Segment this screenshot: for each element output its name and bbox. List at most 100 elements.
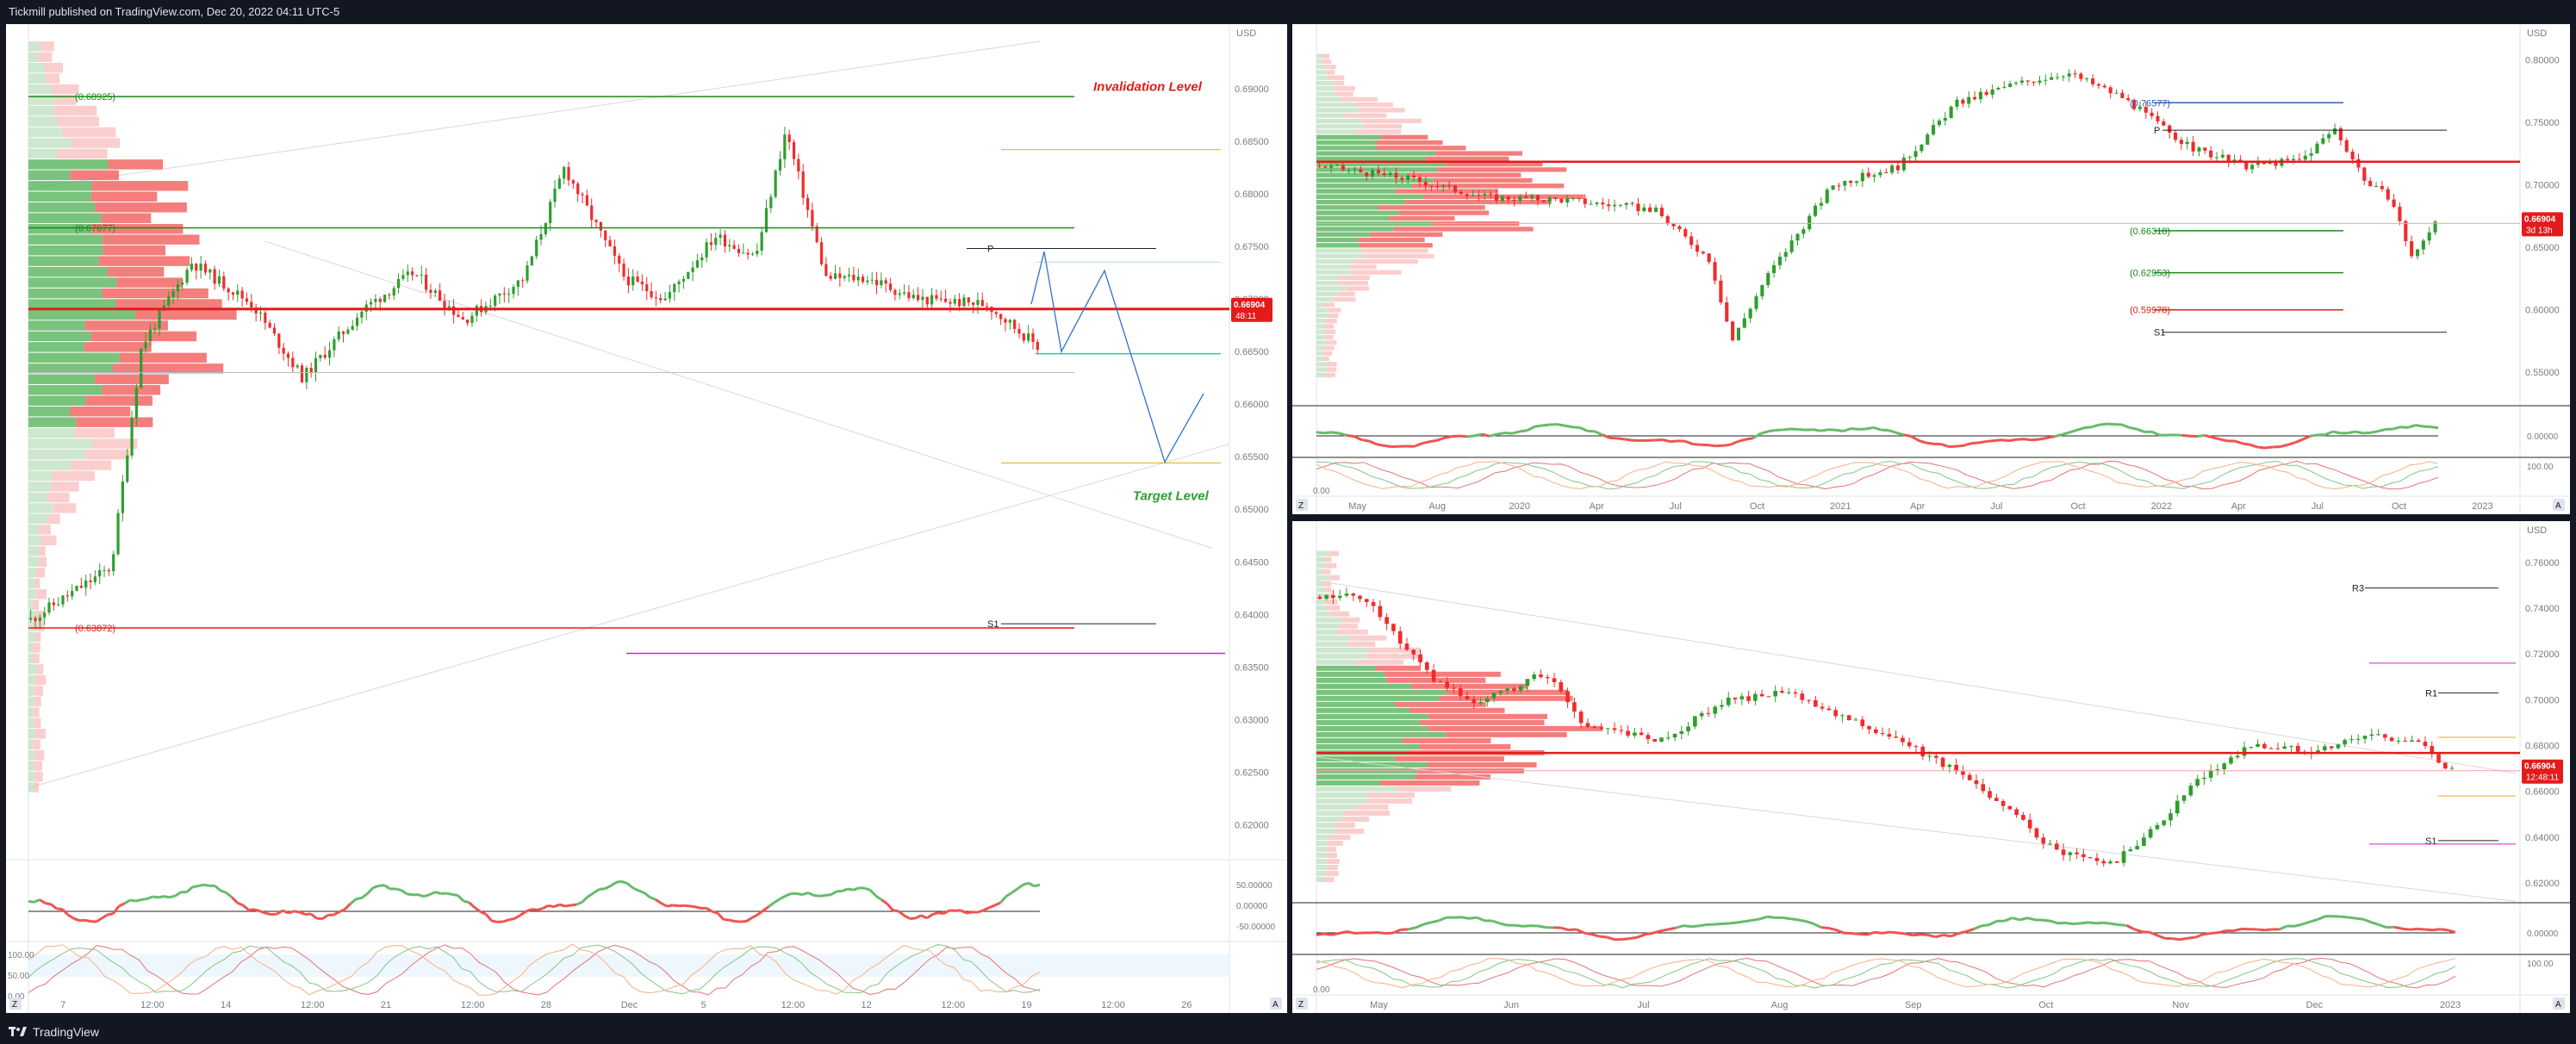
br-candle bbox=[2436, 754, 2441, 763]
br-rsi bbox=[2149, 930, 2158, 937]
left-candle bbox=[245, 298, 249, 302]
left-rsi bbox=[407, 892, 414, 897]
br-candle bbox=[1766, 696, 1771, 698]
tr-rsi bbox=[1489, 432, 1498, 438]
br-candle bbox=[1612, 728, 1617, 730]
chart-bottom-right[interactable]: USD 0.76000 0.74000 0.72000 0.70000 0.68000 0.… bbox=[1292, 521, 2570, 1013]
left-rsi bbox=[599, 887, 606, 891]
br-candle bbox=[1665, 737, 1671, 739]
left-candle bbox=[714, 238, 718, 245]
left-candle bbox=[516, 280, 520, 288]
tr-vp-sell bbox=[1426, 156, 1509, 161]
magnifier-icon[interactable]: Z bbox=[12, 1000, 17, 1010]
tr-unit: USD bbox=[2527, 28, 2547, 39]
left-rsi bbox=[993, 901, 1001, 907]
left-vp-buy bbox=[28, 299, 116, 309]
tr-vp-sell bbox=[1358, 237, 1425, 243]
tr-candle bbox=[1878, 172, 1882, 176]
left-candle bbox=[967, 297, 970, 303]
br-candle bbox=[1317, 596, 1322, 600]
tr-candle bbox=[2232, 159, 2237, 162]
br-xtick: Sep bbox=[1905, 1000, 1922, 1010]
left-candle bbox=[613, 246, 616, 256]
br-candle bbox=[1505, 688, 1509, 692]
br-candle bbox=[2000, 800, 2006, 806]
br-candle bbox=[2376, 734, 2380, 736]
auto-scale-icon[interactable]: A bbox=[2555, 1000, 2561, 1010]
left-xtick: 14 bbox=[221, 1000, 231, 1010]
tr-rsi bbox=[2392, 426, 2401, 431]
left-vp-sell bbox=[116, 277, 184, 288]
left-candle bbox=[75, 586, 78, 592]
tr-vp-buy bbox=[1316, 308, 1328, 313]
br-ytick: 0.62000 bbox=[2525, 879, 2560, 889]
tr-candle bbox=[1984, 91, 1988, 96]
left-xtick: 7 bbox=[60, 1000, 65, 1010]
br-candle bbox=[2168, 813, 2173, 821]
left-vp-sell bbox=[47, 513, 60, 525]
br-rsi bbox=[2210, 931, 2219, 935]
br-candle bbox=[2416, 740, 2421, 743]
left-vp-buy bbox=[28, 568, 36, 578]
left-rsi bbox=[813, 894, 820, 898]
tr-candle bbox=[1659, 208, 1664, 216]
tr-candle bbox=[2392, 199, 2396, 208]
chart-top-right[interactable]: USD 0.80000 0.75000 0.70000 0.65000 0.60000 0.… bbox=[1292, 24, 2570, 514]
br-rsi bbox=[2317, 915, 2326, 921]
left-candle bbox=[728, 245, 731, 247]
br-candle bbox=[1539, 674, 1543, 678]
br-vp-buy bbox=[1316, 593, 1325, 599]
chart-left-svg[interactable]: USD0.690000.685000.680000.675000.670000.… bbox=[6, 24, 1287, 1013]
tr-candle bbox=[1347, 170, 1351, 171]
tr-candle bbox=[1849, 180, 1853, 183]
br-vp-sell bbox=[1324, 593, 1334, 599]
tr-candle bbox=[1653, 208, 1658, 212]
br-stoch bbox=[1316, 957, 2456, 989]
tr-rsi bbox=[1798, 428, 1807, 432]
chart-top-right-svg[interactable]: USD 0.80000 0.75000 0.70000 0.65000 0.60000 0.… bbox=[1292, 24, 2570, 514]
chart-left[interactable]: USD0.690000.685000.680000.675000.670000.… bbox=[6, 24, 1287, 1013]
left-rsi bbox=[864, 886, 871, 892]
left-candle bbox=[231, 292, 235, 295]
magnifier-icon[interactable]: Z bbox=[1298, 501, 1304, 511]
tr-vp-buy bbox=[1316, 96, 1341, 102]
left-ytick: 0.66500 bbox=[1235, 347, 1269, 357]
left-rsi bbox=[548, 904, 555, 909]
left-vp-sell bbox=[84, 320, 168, 331]
left-rsi bbox=[666, 904, 673, 908]
tr-rsi bbox=[2151, 430, 2161, 437]
auto-scale-icon[interactable]: A bbox=[1272, 1000, 1279, 1010]
br-candle bbox=[1639, 732, 1644, 736]
tr-vp-sell bbox=[1339, 281, 1368, 286]
left-candle bbox=[38, 617, 41, 622]
chart-bottom-right-svg[interactable]: USD 0.76000 0.74000 0.72000 0.70000 0.68000 0.… bbox=[1292, 521, 2570, 1013]
left-candle bbox=[838, 273, 842, 278]
left-vp-buy bbox=[28, 223, 92, 234]
tr-rsi bbox=[2038, 436, 2047, 441]
br-rsi bbox=[1805, 920, 1814, 925]
left-candle bbox=[663, 298, 667, 301]
magnifier-icon[interactable]: Z bbox=[1298, 1000, 1304, 1010]
tr-candle bbox=[2315, 143, 2319, 154]
br-candle bbox=[2242, 747, 2247, 756]
tr-stoch bbox=[1316, 461, 2439, 490]
left-candle bbox=[709, 242, 713, 245]
left-vp-buy bbox=[28, 148, 58, 159]
left-candle bbox=[29, 618, 33, 620]
br-rsi bbox=[1469, 916, 1478, 920]
auto-scale-icon[interactable]: A bbox=[2555, 501, 2561, 511]
br-rsi bbox=[2012, 917, 2020, 922]
br-vp-sell bbox=[1419, 743, 1511, 749]
left-candle bbox=[268, 322, 271, 328]
br-candle bbox=[1411, 649, 1416, 655]
br-candle bbox=[2443, 762, 2448, 769]
left-vp-sell bbox=[37, 621, 45, 631]
br-candle bbox=[1484, 698, 1490, 703]
br-vp-sell bbox=[1328, 834, 1351, 841]
left-vp-sell bbox=[34, 631, 41, 643]
br-trend-line bbox=[1316, 580, 2517, 774]
brand-link[interactable]: TradingView bbox=[9, 1025, 99, 1039]
left-xtick: 12:00 bbox=[461, 1000, 485, 1010]
left-rsi bbox=[841, 887, 849, 892]
br-vp-sell bbox=[1386, 677, 1486, 683]
